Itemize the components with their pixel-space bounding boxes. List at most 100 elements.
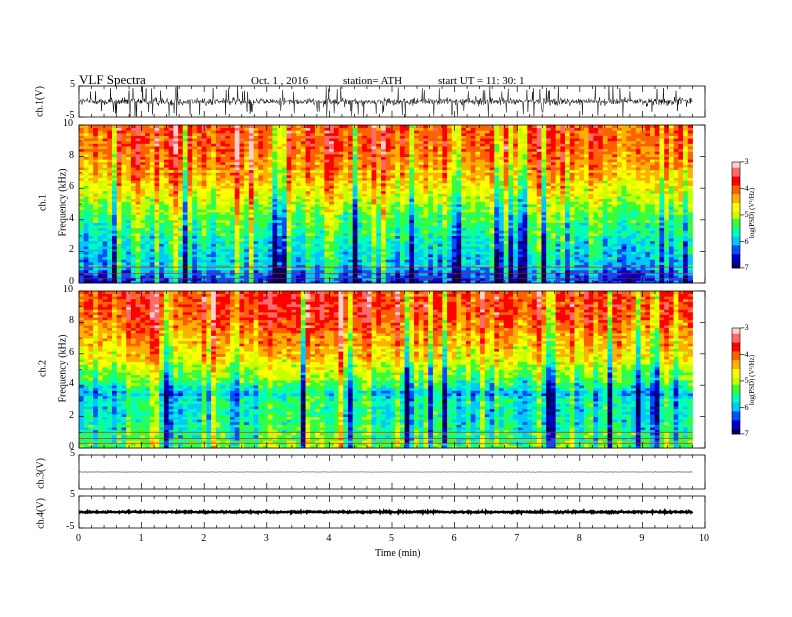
spectrogram-cell [79, 262, 84, 265]
spectrogram-cell [216, 130, 221, 133]
spectrogram-cell [216, 249, 221, 252]
spectrogram-cell [357, 204, 362, 207]
spectrogram-cell [395, 244, 400, 247]
spectrogram-cell [263, 196, 268, 199]
spectrogram-cell [239, 154, 244, 157]
spectrogram-cell [362, 233, 367, 236]
spectrogram-cell [268, 125, 273, 128]
spectrogram-cell [381, 146, 386, 149]
spectrogram-cell [150, 178, 155, 181]
spectrogram-cell [93, 254, 98, 257]
spectrogram-cell [310, 259, 315, 262]
spectrogram-cell [400, 143, 405, 146]
spectrogram-cell [211, 236, 216, 239]
spectrogram-cell [107, 233, 112, 236]
spectrogram-cell [117, 138, 122, 141]
spectrogram-cell [357, 175, 362, 178]
spectrogram-cell [150, 146, 155, 149]
spectrogram-cell [405, 259, 410, 262]
spectrogram-cell [263, 146, 268, 149]
spectrogram-cell [98, 207, 103, 210]
spectrogram-cell [376, 178, 381, 181]
spectrogram-cell [367, 262, 372, 265]
spectrogram-cell [367, 267, 372, 270]
spectrogram-cell [178, 272, 183, 275]
spectrogram-cell [423, 136, 428, 139]
spectrogram-cell [206, 186, 211, 189]
spectrogram-cell [178, 236, 183, 239]
spectrogram-cell [244, 267, 249, 270]
spectrogram-cell [405, 159, 410, 162]
spectrogram-cell [390, 172, 395, 175]
spectrogram-cell [348, 209, 353, 212]
spectrogram-cell [428, 138, 433, 141]
spectrogram-cell [287, 225, 292, 228]
spectrogram-cell [315, 230, 320, 233]
spectrogram-cell [225, 172, 230, 175]
spectrogram-cell [173, 154, 178, 157]
spectrogram-cell [423, 162, 428, 165]
spectrogram-cell [452, 183, 457, 186]
spectrogram-cell [88, 204, 93, 207]
spectrogram-cell [216, 165, 221, 168]
spectrogram-cell [395, 193, 400, 196]
spectrogram-cell [263, 233, 268, 236]
spectrogram-cell [395, 207, 400, 210]
spectrogram-cell [287, 193, 292, 196]
spectrogram-cell [258, 212, 263, 215]
spectrogram-cell [405, 275, 410, 278]
spectrogram-cell [367, 136, 372, 139]
spectrogram-cell [329, 236, 334, 239]
spectrogram-cell [287, 191, 292, 194]
spectrogram-cell [107, 154, 112, 157]
spectrogram-cell [88, 175, 93, 178]
spectrogram-cell [140, 165, 145, 168]
spectrogram-cell [315, 130, 320, 133]
spectrogram-cell [192, 201, 197, 204]
spectrogram-cell [197, 215, 202, 218]
spectrogram-cell [414, 186, 419, 189]
spectrogram-cell [221, 159, 226, 162]
spectrogram-cell [239, 167, 244, 170]
spectrogram-cell [291, 254, 296, 257]
spectrogram-cell [277, 225, 282, 228]
spectrogram-cell [183, 272, 188, 275]
spectrogram-cell [400, 146, 405, 149]
spectrogram-cell [145, 154, 150, 157]
spectrogram-cell [301, 259, 306, 262]
spectrogram-cell [457, 170, 462, 173]
spectrogram-cell [79, 207, 84, 210]
spectrogram-cell [324, 167, 329, 170]
spectrogram-cell [145, 246, 150, 249]
spectrogram-cell [296, 138, 301, 141]
spectrogram-cell [301, 230, 306, 233]
spectrogram-cell [442, 165, 447, 168]
spectrogram-cell [211, 204, 216, 207]
spectrogram-cell [339, 228, 344, 231]
spectrogram-cell [395, 228, 400, 231]
spectrogram-cell [221, 209, 226, 212]
spectrogram-cell [306, 143, 311, 146]
spectrogram-cell [372, 201, 377, 204]
spectrogram-cell [310, 170, 315, 173]
spectrogram-cell [287, 259, 292, 262]
spectrogram-cell [433, 193, 438, 196]
spectrogram-cell [211, 138, 216, 141]
spectrogram-cell [400, 193, 405, 196]
spectrogram-cell [88, 162, 93, 165]
spectrogram-cell [457, 246, 462, 249]
spectrogram-cell [225, 165, 230, 168]
spectrogram-cell [381, 220, 386, 223]
spectrogram-cell [121, 175, 126, 178]
spectrogram-cell [301, 193, 306, 196]
spectrogram-cell [287, 246, 292, 249]
spectrogram-cell [315, 138, 320, 141]
spectrogram-cell [98, 217, 103, 220]
spectrogram-cell [452, 217, 457, 220]
spectrogram-cell [362, 186, 367, 189]
spectrogram-cell [381, 204, 386, 207]
spectrogram-cell [239, 136, 244, 139]
spectrogram-cell [155, 157, 160, 160]
spectrogram-cell [315, 128, 320, 131]
spectrogram-cell [414, 149, 419, 152]
